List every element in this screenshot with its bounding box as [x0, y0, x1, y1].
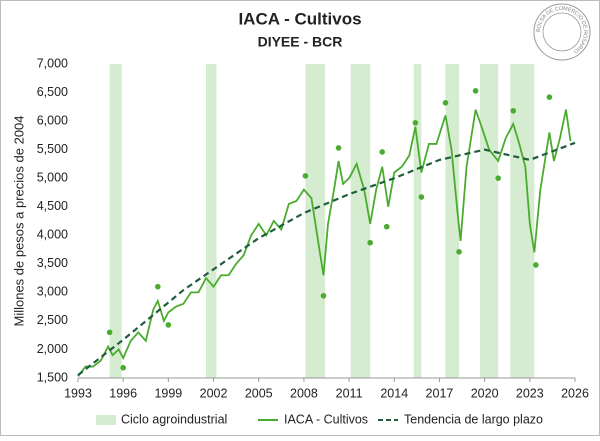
point [335, 145, 342, 151]
point [120, 364, 126, 371]
x-tick-label: 2017 [426, 386, 454, 400]
chart-subtitle: DIYEE - BCR [258, 34, 343, 50]
x-tick-label: 1996 [109, 386, 137, 400]
y-tick-label: 3,500 [37, 256, 68, 270]
logo-ring [542, 12, 582, 52]
cycle-band [350, 64, 371, 378]
y-tick-label: 4,500 [37, 199, 68, 213]
y-axis-label: Millones de pesos a precios de 2004 [11, 115, 26, 326]
x-tick-label: 2008 [290, 386, 318, 400]
x-tick-label: 2005 [245, 386, 273, 400]
legend-swatch [96, 415, 116, 425]
point [412, 120, 419, 126]
y-tick-label: 2,500 [37, 313, 68, 327]
y-tick-label: 5,500 [37, 142, 68, 156]
logo-ring [533, 3, 591, 61]
point [165, 322, 172, 328]
y-tick-label: 6,500 [37, 85, 68, 99]
y-tick-label: 1,500 [37, 370, 68, 384]
cycle-band [480, 64, 499, 378]
point [320, 292, 327, 299]
x-tick-label: 2023 [516, 386, 544, 400]
point [510, 108, 517, 114]
cycle-band [109, 64, 122, 378]
chart-title: IACA - Cultivos [238, 9, 361, 28]
point [442, 100, 449, 106]
x-tick-label: 2026 [561, 386, 589, 400]
y-tick-label: 3,000 [37, 285, 68, 299]
point [367, 239, 373, 246]
y-tick-label: 4,000 [37, 228, 68, 242]
point [302, 173, 309, 179]
point [379, 149, 386, 155]
y-tick-label: 2,000 [37, 342, 68, 356]
legend-label: Ciclo agroindustrial [121, 412, 227, 426]
y-tick-label: 5,000 [37, 170, 68, 184]
x-tick-label: 2014 [380, 386, 408, 400]
y-tick-label: 7,000 [37, 56, 68, 70]
point [472, 88, 479, 94]
y-tick-label: 6,000 [37, 113, 68, 127]
cycle-band [445, 64, 460, 378]
cycle-band [206, 64, 217, 378]
x-tick-label: 1999 [154, 386, 182, 400]
series-line [77, 109, 572, 377]
x-tick-label: 2002 [200, 386, 228, 400]
point [533, 262, 539, 268]
point [155, 283, 161, 290]
point [456, 249, 462, 255]
cycle-band [413, 64, 422, 378]
point [546, 94, 553, 100]
x-tick-label: 2011 [336, 386, 363, 400]
point [495, 175, 501, 181]
x-tick-label: 2020 [471, 386, 499, 400]
x-tick-label: 1993 [64, 386, 92, 400]
legend-label: Tendencia de largo plazo [404, 412, 543, 426]
legend-label: IACA - Cultivos [284, 412, 368, 426]
point [418, 194, 425, 200]
point [383, 223, 390, 230]
point [106, 329, 113, 336]
